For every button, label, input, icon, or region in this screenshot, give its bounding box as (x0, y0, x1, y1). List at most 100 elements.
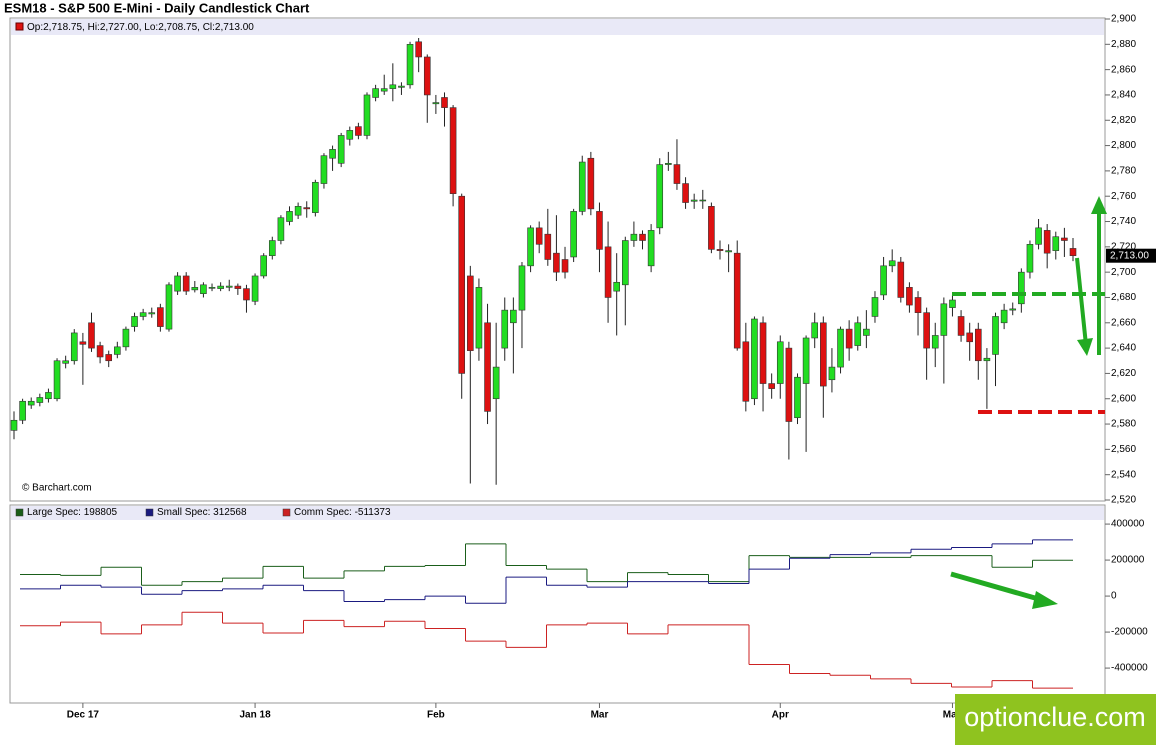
candle-body (837, 328, 844, 368)
candle-body (105, 354, 113, 362)
candle-body (742, 341, 750, 402)
candle-body (544, 233, 552, 260)
candle-body (131, 316, 138, 327)
arrow-head (1032, 591, 1058, 609)
candle-body (518, 265, 526, 311)
candle-body (863, 328, 870, 336)
candle-body (363, 94, 371, 136)
candle-body (484, 322, 491, 412)
last-price-box (1106, 248, 1156, 263)
candle-body (36, 397, 44, 403)
candle-body (251, 275, 259, 302)
candle-body (888, 260, 896, 267)
candle-body (372, 88, 379, 98)
candle-body (639, 233, 646, 241)
candle-body (346, 130, 354, 140)
y-tick-label: 2,600 (1111, 393, 1136, 404)
candle-body (1000, 309, 1008, 324)
y-tick-label: 2,800 (1111, 140, 1136, 151)
candle-body (406, 44, 414, 86)
candle-body (45, 392, 52, 400)
candle-body (260, 255, 267, 277)
candle-body (733, 252, 741, 349)
candle-body (1009, 308, 1017, 311)
candle-body (647, 230, 655, 267)
candle-body (475, 287, 483, 349)
candle-body (268, 240, 276, 257)
candle-body (871, 297, 879, 317)
legend-swatch (145, 508, 154, 517)
x-tick-label: Mar (591, 710, 609, 721)
candle-body (665, 163, 672, 165)
candle-body (148, 312, 156, 315)
candle-body (329, 149, 336, 159)
watermark: optionclue.com (964, 702, 1146, 732)
candle-body (923, 312, 930, 349)
y-tick-label: 2,820 (1111, 115, 1136, 126)
candle-body (897, 261, 905, 298)
candle-body (380, 88, 388, 92)
candle-body (243, 288, 250, 301)
candle-body (303, 207, 311, 210)
candle-body (690, 199, 698, 202)
candle-body (449, 107, 457, 194)
candle-body (79, 341, 87, 345)
y-tick-label: -400000 (1111, 663, 1148, 674)
y-tick-label: 2,720 (1111, 241, 1136, 252)
candle-body (1069, 248, 1077, 257)
candle-body (570, 211, 577, 258)
candle-body (553, 252, 560, 273)
candle-body (578, 161, 586, 212)
last-price-label: 2,713.00 (1110, 250, 1149, 261)
x-tick-label: May (943, 710, 963, 721)
arrow-head (1077, 338, 1093, 356)
candle-body (966, 332, 973, 343)
candle-body (725, 250, 732, 253)
candle-body (286, 211, 293, 222)
candle-body (535, 227, 543, 245)
candle-body (277, 217, 285, 241)
annotations (950, 196, 1107, 609)
candle-body (200, 284, 207, 294)
candle-body (906, 287, 913, 306)
legend-swatch (282, 508, 291, 517)
arrow-head (1091, 196, 1107, 214)
candle-body (501, 309, 509, 349)
candle-body (1018, 271, 1025, 305)
ohlc-legend: Op:2,718.75, Hi:2,727.00, Lo:2,708.75, C… (27, 22, 254, 33)
cot-pane (9, 504, 1106, 704)
candle-body (811, 322, 819, 339)
candle-body (1061, 237, 1068, 241)
candle-body (880, 265, 887, 296)
legend-swatch (15, 508, 24, 517)
candle-body (217, 285, 224, 289)
y-tick-label: 2,680 (1111, 292, 1136, 303)
candle-body (423, 56, 431, 96)
y-tick-label: 2,560 (1111, 444, 1136, 455)
candle-body (398, 85, 405, 88)
candle-body (432, 102, 440, 105)
candle-body (604, 246, 612, 298)
candle-body (492, 366, 500, 400)
down-arrow (1075, 257, 1088, 346)
candle-body (613, 281, 620, 292)
candle-body (191, 287, 199, 291)
candle-body (794, 376, 801, 419)
watermark-box (955, 694, 1156, 745)
y-tick-label: 2,740 (1111, 216, 1136, 227)
legend-strip (11, 19, 1104, 35)
y-tick-label: 2,540 (1111, 469, 1136, 480)
y-tick-label: 400000 (1111, 519, 1145, 530)
candle-body (759, 322, 767, 384)
candle-body (656, 164, 664, 229)
y-tick-label: 2,520 (1111, 495, 1136, 506)
candle-body (974, 328, 982, 362)
legend-label: Large Spec: 198805 (27, 507, 118, 518)
candle-body (682, 183, 689, 203)
y-tick-label: 2,900 (1111, 14, 1136, 25)
candle-body (389, 84, 397, 89)
y-tick-label: 2,620 (1111, 368, 1136, 379)
candle-body (510, 309, 517, 324)
candle-body (1026, 244, 1034, 273)
